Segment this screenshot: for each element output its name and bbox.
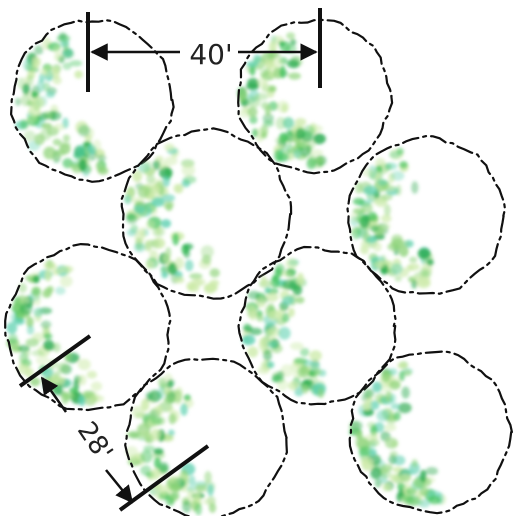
tree-foliage	[15, 32, 109, 177]
tree-outline	[348, 350, 513, 515]
tree-canopy	[237, 245, 397, 406]
tree-canopy	[124, 357, 289, 516]
tree-outline	[237, 18, 394, 175]
dimension-top: 40'	[86, 8, 322, 92]
tree-canopies	[4, 18, 513, 516]
dimension-top-label: 40'	[189, 38, 232, 71]
tree-foliage	[242, 258, 327, 399]
dimension-diagonal-extension-bottom	[118, 444, 210, 512]
tree-canopy	[120, 127, 293, 300]
tree-outline	[124, 357, 289, 516]
tree-foliage	[348, 361, 447, 508]
dimension-diagonal-extension-top	[18, 334, 92, 388]
tree-outline	[9, 19, 175, 183]
tree-canopy	[348, 350, 513, 515]
dimension-diagonal-arrow-bottom	[105, 469, 134, 504]
tree-outline	[4, 242, 172, 412]
tree-canopy	[346, 134, 507, 295]
tree-foliage	[350, 147, 434, 289]
tree-canopy	[9, 19, 175, 183]
tree-outline	[120, 127, 293, 300]
dimension-diagonal-label: 28'	[71, 416, 118, 466]
dimension-diagonal-arrow-top	[40, 376, 68, 413]
tree-outline	[237, 245, 397, 406]
tree-foliage	[124, 143, 220, 294]
tree-foliage	[237, 32, 327, 170]
tree-canopy	[237, 18, 394, 175]
tree-outline	[346, 134, 507, 295]
tree-foliage	[125, 373, 217, 516]
